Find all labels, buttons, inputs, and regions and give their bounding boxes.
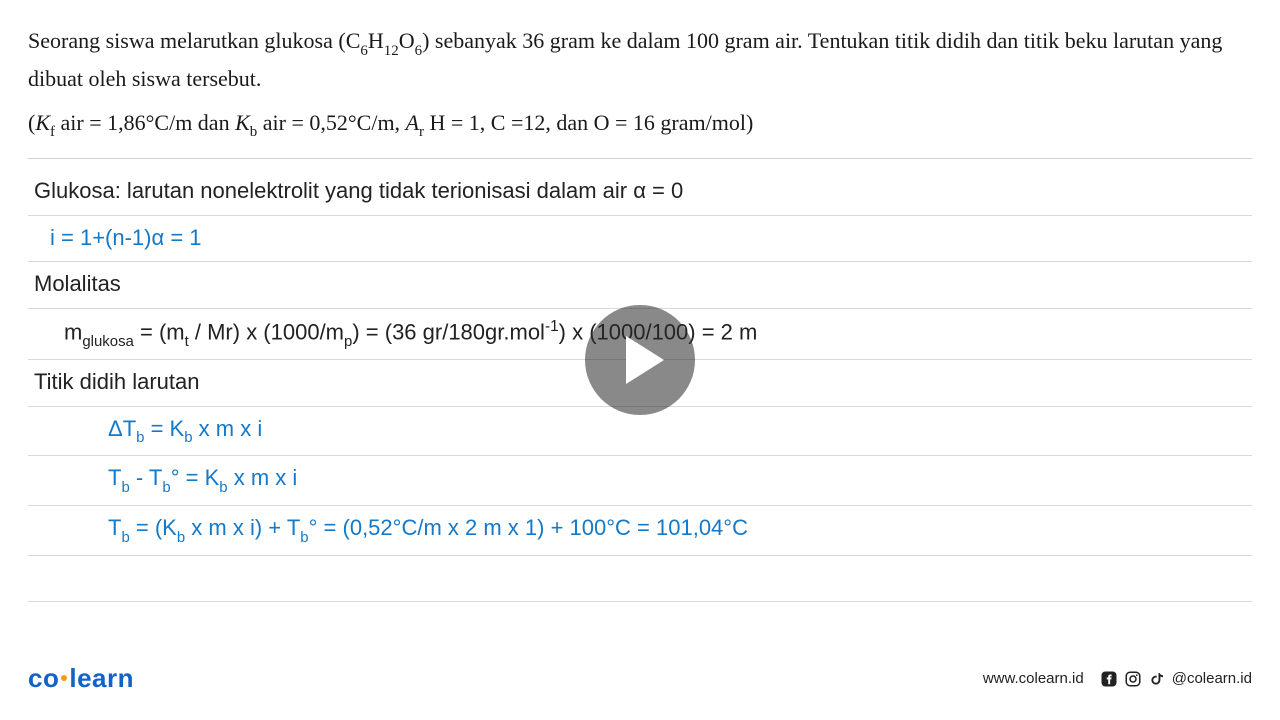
problem-statement: Seorang siswa melarutkan glukosa (C6H12O…: [28, 24, 1252, 96]
tb-deg: °: [171, 465, 180, 490]
tbf-b: = (K: [130, 515, 177, 540]
tbf-d: = (0,52°C/m x 2 m x 1) + 100°C = 101,04°…: [317, 515, 748, 540]
given-part-d: H = 1, C =12, dan O = 16 gram/mol): [424, 110, 753, 135]
footer-right: www.colearn.id @colearn.id: [983, 670, 1252, 688]
footer: colearn www.colearn.id @colearn.id: [28, 663, 1252, 694]
mol-t-sub: t: [185, 333, 189, 350]
mol-sup: -1: [545, 318, 559, 335]
logo-co: co: [28, 663, 59, 693]
sol-tb-final: Tb = (Kb x m x i) + Tb° = (0,52°C/m x 2 …: [28, 506, 1252, 556]
tb-a: T: [108, 465, 121, 490]
sol-dtb: ΔTb = Kb x m x i: [28, 407, 1252, 457]
problem-line1-c: O: [399, 28, 415, 53]
sol-i-formula: i = 1+(n-1)α = 1: [28, 216, 1252, 263]
social-group: @colearn.id: [1100, 670, 1252, 688]
given-K: K: [35, 110, 50, 135]
sub-6b: 6: [415, 43, 422, 59]
tbf-c: x m x i) + T: [185, 515, 300, 540]
given-data: (Kf air = 1,86°C/m dan Kb air = 0,52°C/m…: [28, 110, 1252, 140]
facebook-icon: [1100, 670, 1118, 688]
sol-molalitas-eq: mglukosa = (mt / Mr) x (1000/mp) = (36 g…: [28, 309, 1252, 360]
sol-tb: Tb - Tb° = Kb x m x i: [28, 456, 1252, 506]
dtb-b: = K: [144, 416, 184, 441]
mol-e: ) x (1000/100) = 2 m: [559, 319, 758, 344]
logo: colearn: [28, 663, 134, 694]
mol-sub: glukosa: [82, 333, 134, 350]
tb-sub3: b: [219, 479, 227, 496]
sol-molalitas-label: Molalitas: [28, 262, 1252, 309]
sub-12: 12: [384, 43, 399, 59]
given-b-sub: b: [250, 124, 257, 140]
tbf-sub1: b: [121, 529, 129, 546]
mol-a: m: [64, 319, 82, 344]
given-r-sub: r: [419, 124, 424, 140]
logo-learn: learn: [69, 663, 134, 693]
problem-line1-b: H: [368, 28, 384, 53]
given-part-b: air = 1,86°C/m dan: [55, 110, 235, 135]
sol-titik-didih-label: Titik didih larutan: [28, 360, 1252, 407]
mol-c: / Mr) x (1000/m: [189, 319, 344, 344]
tiktok-icon: [1148, 670, 1166, 688]
dtb-sub: b: [136, 429, 144, 446]
footer-url: www.colearn.id: [983, 670, 1084, 687]
mol-b: = (m: [134, 319, 185, 344]
instagram-icon: [1124, 670, 1142, 688]
sub-6a: 6: [360, 43, 367, 59]
dtb-a: ΔT: [108, 416, 136, 441]
tb-sub1: b: [121, 479, 129, 496]
tb-c: = K: [180, 465, 220, 490]
mol-p-sub: p: [344, 333, 352, 350]
dtb-sub2: b: [184, 429, 192, 446]
tbf-a: T: [108, 515, 121, 540]
given-K2: K: [235, 110, 250, 135]
tbf-sub3: b: [300, 529, 308, 546]
tbf-sub2: b: [177, 529, 185, 546]
logo-dot-icon: [61, 675, 67, 681]
mol-d: ) = (36 gr/180gr.mol: [352, 319, 545, 344]
given-f-sub: f: [50, 124, 55, 140]
sol-glukosa: Glukosa: larutan nonelektrolit yang tida…: [28, 169, 1252, 216]
solution-area: Glukosa: larutan nonelektrolit yang tida…: [28, 158, 1252, 602]
footer-handle: @colearn.id: [1172, 670, 1252, 687]
dtb-c: x m x i: [193, 416, 263, 441]
tb-sub2: b: [162, 479, 170, 496]
spacer-line: [28, 556, 1252, 602]
tb-d: x m x i: [228, 465, 298, 490]
given-part-c: air = 0,52°C/m,: [257, 110, 405, 135]
problem-line1-d: ) sebanyak 36 gram ke dalam 100 gram air…: [422, 28, 1059, 53]
problem-line1-a: Seorang siswa melarutkan glukosa (C: [28, 28, 360, 53]
tb-b: - T: [130, 465, 163, 490]
given-A: A: [406, 110, 419, 135]
